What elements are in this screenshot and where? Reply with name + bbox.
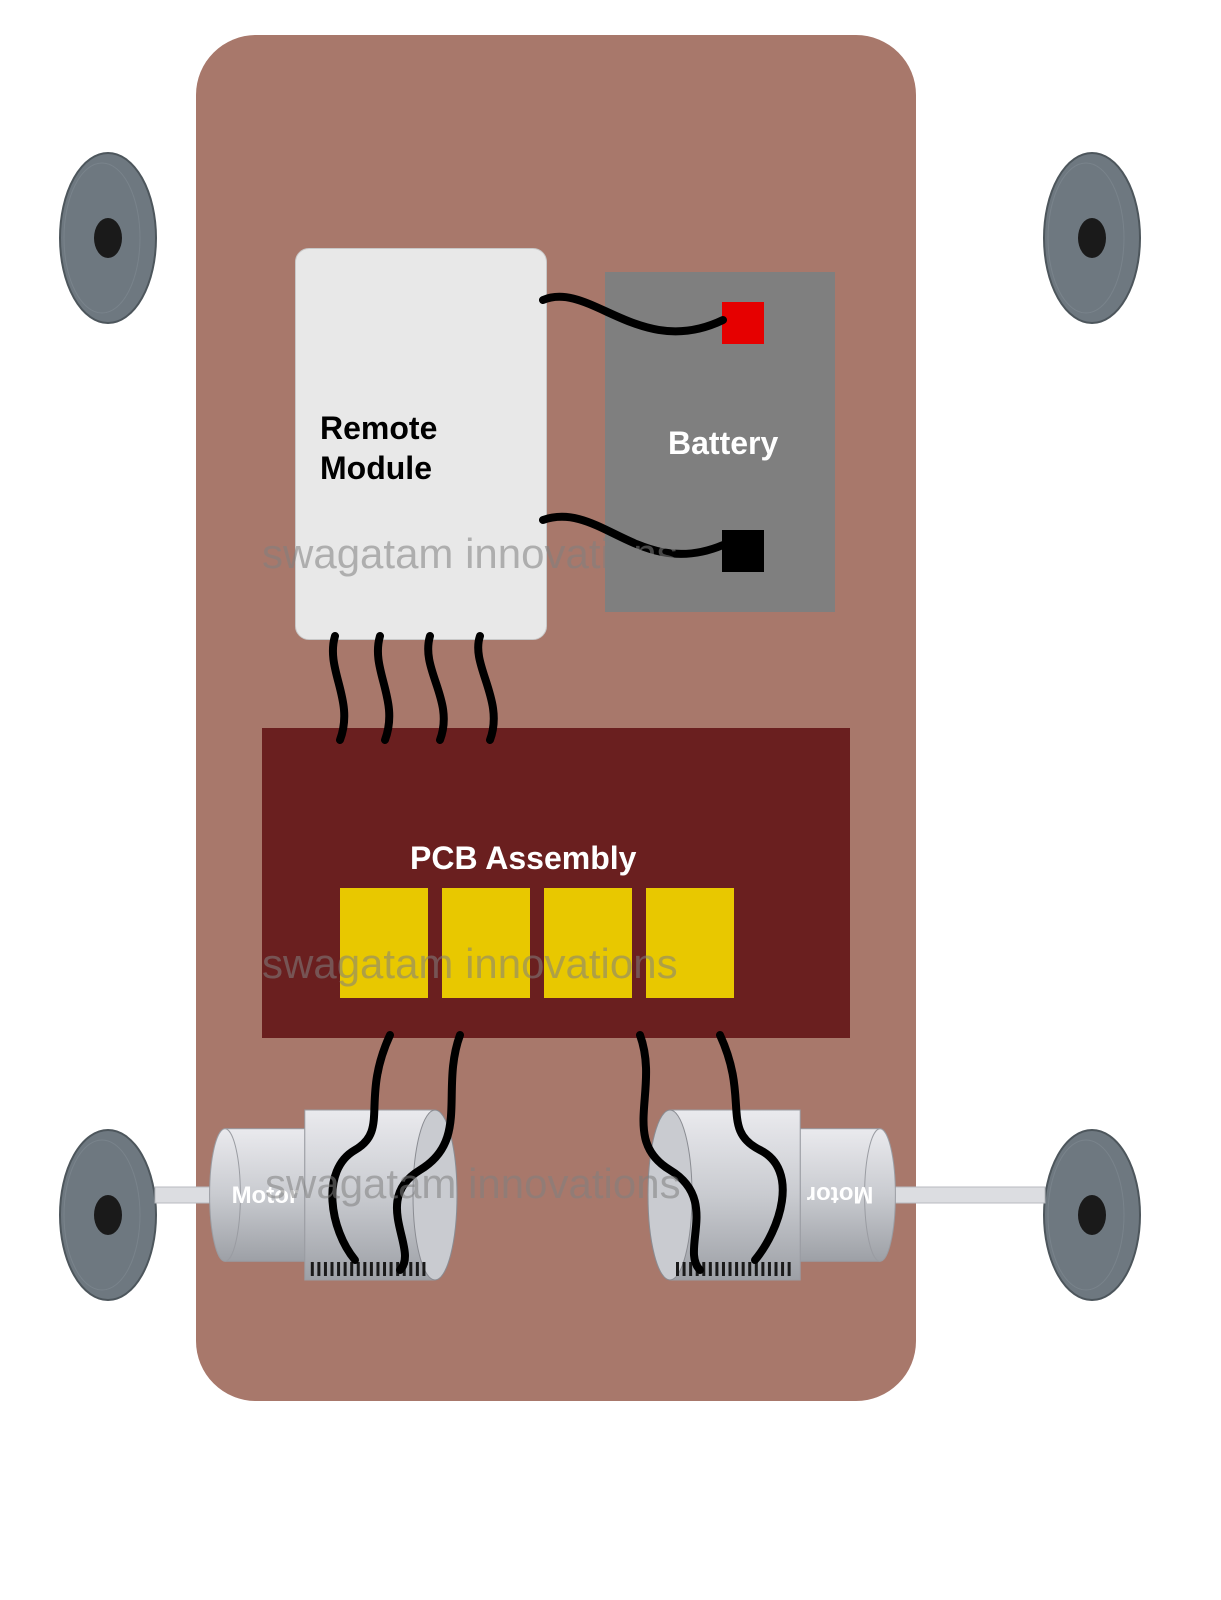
remote-module-label: Remote Module: [320, 408, 437, 488]
battery-terminal-positive: [722, 302, 764, 344]
battery-label: Battery: [668, 425, 778, 462]
wheel-2: [60, 1130, 156, 1300]
watermark: swagatam innovations: [265, 1160, 681, 1208]
watermark: swagatam innovations: [262, 940, 678, 988]
wheel-3: [1044, 1130, 1140, 1300]
wheel-0: [60, 153, 156, 323]
wheel-1: [1044, 153, 1140, 323]
pcb-label: PCB Assembly: [410, 840, 636, 877]
battery-terminal-negative: [722, 530, 764, 572]
watermark: swagatam innovations: [262, 530, 678, 578]
